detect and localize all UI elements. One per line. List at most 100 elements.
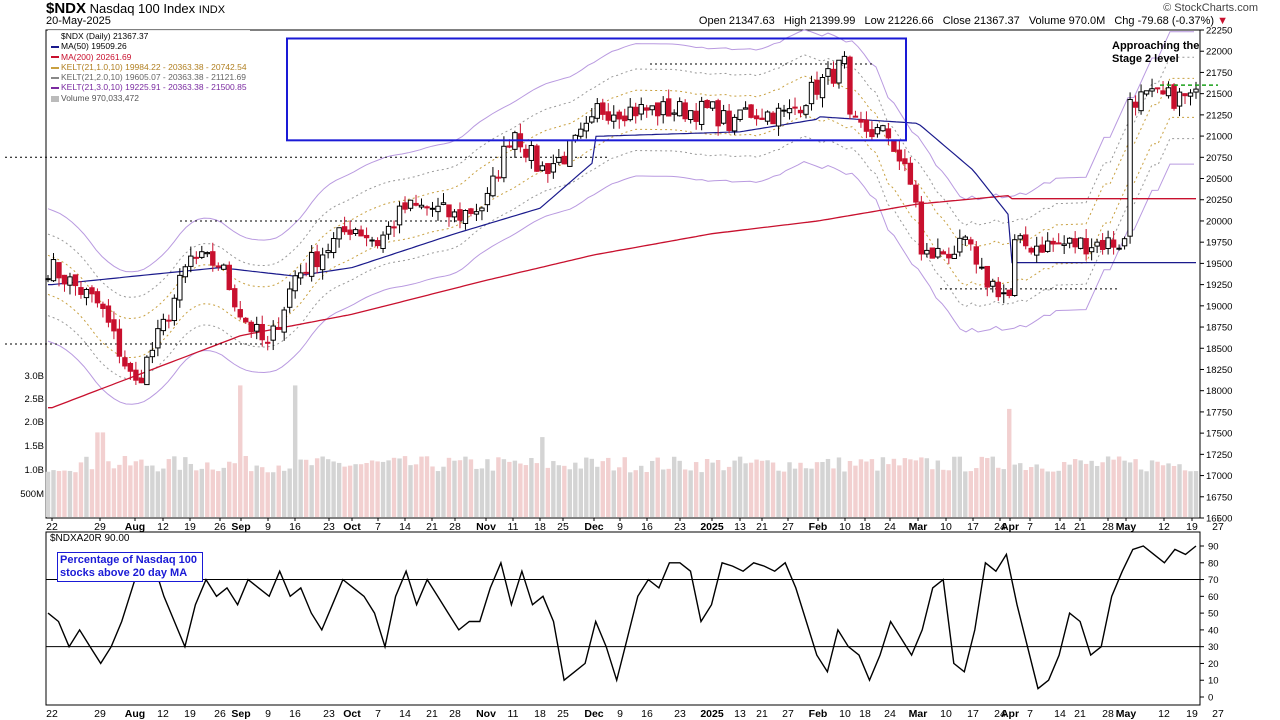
candle-body [830,68,837,84]
candle-body [1028,247,1034,253]
volume-bar [56,471,62,517]
candlestick [1127,92,1133,244]
candle-body [94,291,101,304]
volume-bar [633,470,638,517]
candle-body [594,103,600,119]
candlestick [319,247,326,280]
candlestick [325,243,331,259]
candlestick [215,262,221,271]
candle-body [869,129,875,138]
volume-tick-label: 2.5B [24,394,44,405]
candle-body [243,317,249,323]
x-tick-label-bottom: 18 [859,708,871,720]
volume-bar [281,470,287,517]
candle-body [45,278,51,281]
candle-body [731,116,738,132]
volume-bar [1133,459,1138,517]
volume-bar [1045,471,1050,517]
keltner-band-1-lower [47,114,1194,359]
volume-bar [573,462,578,517]
candle-body [792,106,798,109]
candlestick [122,350,128,370]
candle-body [880,125,886,132]
symbol-exchange: INDX [198,4,226,16]
volume-bar [699,472,704,517]
volume-bar [836,457,842,517]
candlestick [374,237,381,249]
chart-legend: $NDX (Daily) 21367.37 MA(50) 19509.26 MA… [48,30,250,105]
candle-body [473,211,480,215]
candle-body [1138,91,1144,112]
ma50-line [48,116,1196,286]
candlestick [429,201,436,217]
candlestick [907,156,914,185]
volume-bar [375,461,380,517]
candle-body [984,265,990,288]
x-tick-label: 10 [940,521,952,533]
candlestick [100,301,106,318]
candlestick [1017,233,1023,244]
candlestick [616,109,622,129]
candle-body [149,349,156,358]
legend-swatch [51,95,59,102]
volume-bar [853,465,858,517]
y-tick-label: 16750 [1206,492,1232,503]
volume-bar [369,460,375,517]
candlestick [1039,236,1045,253]
candlestick [275,317,282,330]
candle-body [1055,242,1062,245]
volume-bar [227,461,232,517]
x-tick-label: 22 [46,521,58,533]
ohlc-open-value: 21347.63 [728,15,775,27]
candlestick [490,167,496,198]
candlestick [1132,95,1139,116]
x-tick-label: 21 [1074,521,1086,533]
volume-bar [1166,463,1171,517]
volume-bar [792,468,798,517]
x-tick-label-bottom: 22 [46,708,58,720]
volume-bar [737,456,743,517]
candlestick [1182,93,1188,105]
legend-swatch [51,56,59,59]
volume-bar [89,469,95,517]
candle-body [748,104,754,118]
candle-body [347,229,353,235]
keltner-band-3-lower [47,161,1194,405]
volume-bar [930,469,935,517]
candlestick [1055,233,1062,245]
volume-bar [897,465,902,517]
y-tick-label: 20500 [1206,174,1232,185]
x-tick-label-bottom: 26 [214,708,226,720]
candlestick [605,103,611,125]
candle-body [193,256,200,259]
candle-body [380,234,386,249]
candlestick [1154,87,1161,94]
candle-body [1165,87,1172,97]
candle-body [1017,235,1023,240]
candlestick [803,104,809,119]
volume-bar [1023,470,1028,517]
candlestick [265,335,271,351]
candlestick [402,196,408,214]
volume-bar [210,469,215,517]
candle-body [407,199,414,209]
candle-body [1061,243,1067,246]
candlestick [836,59,842,89]
candlestick [1143,90,1150,97]
candle-body [265,341,271,344]
volume-bar [611,470,616,517]
volume-bar [51,470,56,517]
candlestick [1094,238,1100,254]
candlestick [204,251,210,258]
volume-bar [45,471,51,517]
volume-bar [748,462,754,517]
candlestick [880,124,886,132]
candle-body [105,305,112,323]
volume-bar [831,468,836,517]
candle-body [292,275,298,292]
candle-body [237,309,243,318]
y-tick-label: 21500 [1206,89,1232,100]
candlestick [726,103,732,134]
volume-bar [424,456,430,517]
